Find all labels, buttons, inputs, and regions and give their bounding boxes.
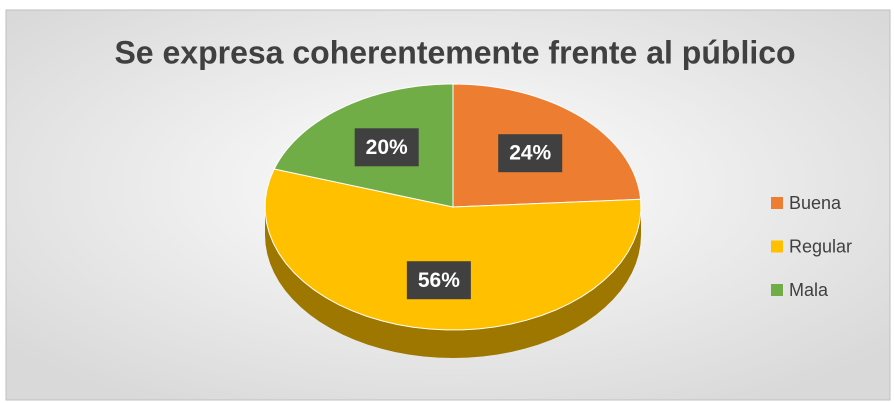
data-label-box (498, 134, 563, 173)
chart-title: Se expresa coherentemente frente al públ… (114, 34, 795, 70)
pie-slice (264, 168, 642, 331)
legend-swatch (771, 284, 783, 296)
legend-swatch (771, 240, 783, 253)
legend-swatch (771, 197, 783, 209)
legend-label: Buena (789, 193, 842, 213)
data-label-box (406, 261, 471, 300)
data-label-box (354, 128, 419, 167)
legend-label: Mala (789, 280, 829, 300)
data-label: 56% (418, 269, 460, 292)
data-label: 24% (509, 142, 551, 165)
pie-side (265, 207, 641, 358)
data-label: 20% (366, 136, 408, 159)
legend-label: Regular (789, 236, 852, 256)
